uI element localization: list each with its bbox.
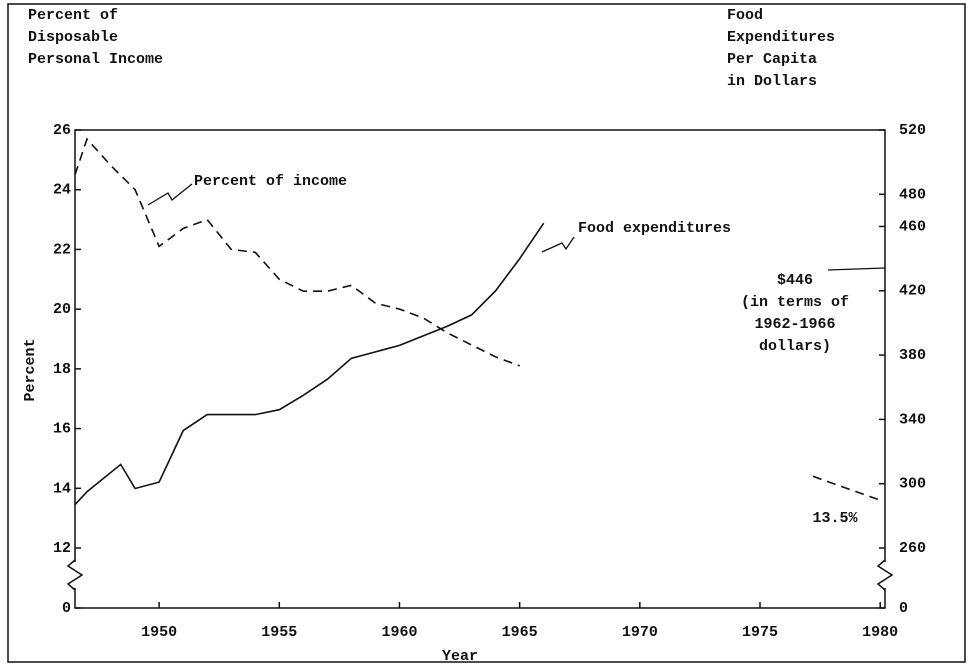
y2-tick-label: 380 bbox=[899, 347, 926, 364]
y2-axis-title: Per Capita bbox=[727, 51, 817, 68]
data-line bbox=[812, 475, 881, 501]
label-leader bbox=[147, 183, 193, 206]
x-tick-label: 1970 bbox=[622, 624, 658, 641]
y-tick-label: 18 bbox=[53, 361, 71, 378]
annotation-leader bbox=[827, 267, 886, 271]
label-leader bbox=[541, 236, 575, 253]
x-tick-label: 1960 bbox=[381, 624, 417, 641]
y2-axis-title: Food bbox=[727, 7, 763, 24]
annotation: 13.5% bbox=[812, 510, 858, 527]
x-tick-label: 1950 bbox=[141, 624, 177, 641]
y-tick-label: 0 bbox=[62, 600, 71, 617]
annotation: dollars) bbox=[759, 338, 831, 355]
plot-frame bbox=[74, 129, 886, 609]
y-tick-label: 16 bbox=[53, 421, 71, 438]
data-line bbox=[74, 222, 545, 506]
y-tick-label: 24 bbox=[53, 182, 71, 199]
y-axis-title: Disposable bbox=[28, 29, 118, 46]
axis-break bbox=[876, 559, 894, 591]
x-axis-label: Year bbox=[442, 648, 478, 665]
y-tick-label: 14 bbox=[53, 480, 71, 497]
x-tick-label: 1955 bbox=[261, 624, 297, 641]
y2-tick-label: 480 bbox=[899, 186, 926, 203]
y2-tick-label: 300 bbox=[899, 476, 926, 493]
y-axis-title: Percent of bbox=[28, 7, 118, 24]
series-label: Food expenditures bbox=[578, 220, 731, 237]
y-tick-label: 20 bbox=[53, 301, 71, 318]
y2-tick-label: 520 bbox=[899, 122, 926, 139]
data-line bbox=[74, 137, 520, 367]
annotation: 1962-1966 bbox=[754, 316, 835, 333]
x-tick-label: 1980 bbox=[862, 624, 898, 641]
y-axis-label: Percent bbox=[22, 338, 39, 401]
y2-tick-label: 460 bbox=[899, 218, 926, 235]
y2-tick-label: 260 bbox=[899, 540, 926, 557]
y2-tick-label: 340 bbox=[899, 411, 926, 428]
y2-axis-title: in Dollars bbox=[727, 73, 817, 90]
y-axis-title: Personal Income bbox=[28, 51, 163, 68]
y2-tick-label: 0 bbox=[899, 600, 908, 617]
axis-break-gap bbox=[67, 562, 83, 588]
series-label: Percent of income bbox=[194, 173, 347, 190]
axis-break-gap bbox=[877, 562, 893, 588]
annotation: (in terms of bbox=[741, 294, 849, 311]
y2-axis-title: Expenditures bbox=[727, 29, 835, 46]
x-tick-label: 1975 bbox=[742, 624, 778, 641]
y-tick-label: 22 bbox=[53, 241, 71, 258]
y2-tick-label: 420 bbox=[899, 283, 926, 300]
y-tick-label: 26 bbox=[53, 122, 71, 139]
y-tick-label: 12 bbox=[53, 540, 71, 557]
annotation: $446 bbox=[777, 272, 813, 289]
axis-break bbox=[66, 559, 84, 591]
outer-border bbox=[7, 3, 966, 663]
x-tick-label: 1965 bbox=[502, 624, 538, 641]
